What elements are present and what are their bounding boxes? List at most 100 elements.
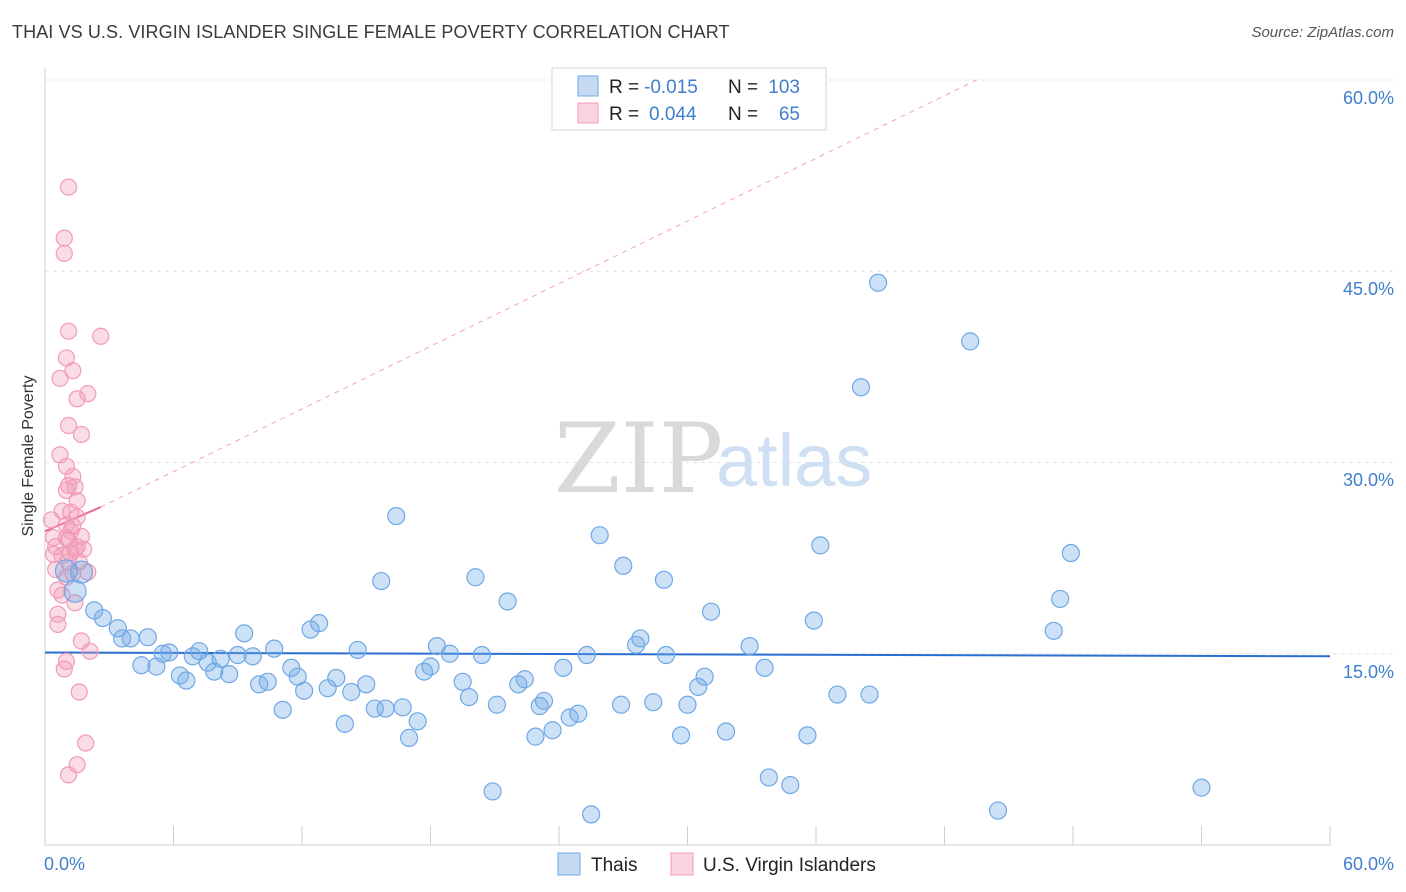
thai-point [376, 699, 395, 718]
grid-lines [45, 79, 1394, 655]
watermark: ZIP atlas [554, 403, 872, 515]
usvi-point [66, 478, 84, 496]
usvi-point [72, 527, 91, 546]
usvi-point [64, 467, 82, 486]
legend-label-thai: Thais [591, 855, 637, 876]
usvi-point [68, 492, 86, 510]
usvi-point [59, 178, 78, 196]
thai-point [487, 695, 506, 714]
thai-point [860, 685, 879, 704]
thai-point [466, 568, 485, 587]
thai-point [614, 556, 633, 575]
thai-point [472, 645, 491, 665]
thai-point [348, 640, 367, 660]
thai-point [160, 643, 179, 662]
thai-point [132, 656, 151, 675]
thai-point [851, 378, 871, 397]
legend-swatch-thai [577, 75, 599, 97]
usvi-point [64, 362, 82, 380]
thai-point [577, 645, 596, 665]
usvi-point [49, 615, 67, 634]
usvi-trend-extension [100, 79, 977, 508]
thai-point [534, 691, 554, 711]
thai-point [498, 592, 517, 611]
thai-point [440, 644, 459, 663]
thai-point [453, 672, 472, 691]
thai-point [357, 675, 376, 694]
thai-point [804, 611, 823, 630]
usvi-point [77, 734, 95, 752]
y-axis-label: Single Female Poverty [20, 376, 37, 537]
legend-n-value: 103 [768, 77, 800, 98]
thai-point [961, 332, 980, 351]
usvi-point [74, 540, 93, 558]
watermark-zip: ZIP [554, 403, 723, 515]
usvi-point [92, 327, 110, 345]
thai-point [671, 726, 691, 745]
thai-point [310, 614, 329, 633]
thai-point [365, 699, 384, 718]
thai-point [153, 644, 172, 663]
thai-point [755, 658, 774, 677]
axes [44, 68, 1331, 846]
thai-point [258, 672, 277, 691]
legend-n-label: N = [728, 77, 758, 98]
chart-title: THAI VS U.S. VIRGIN ISLANDER SINGLE FEMA… [12, 22, 730, 42]
usvi-point [59, 416, 78, 435]
usvi-point [59, 322, 78, 340]
legend-swatch-thai [557, 852, 581, 876]
thai-point [560, 708, 579, 727]
thai-point [235, 624, 254, 643]
thai-point [121, 629, 140, 648]
thai-point [701, 602, 721, 621]
thai-point [408, 712, 427, 731]
thai-point [273, 700, 292, 719]
thai-point [1051, 589, 1070, 609]
thai-point [138, 628, 157, 647]
thai-point [781, 775, 800, 795]
thai-points [54, 273, 1211, 824]
legend-swatch-usvi [670, 852, 694, 876]
thai-point [177, 671, 196, 690]
thai-point [69, 560, 94, 584]
y-tick-label: 30.0% [1343, 470, 1394, 490]
thai-point [740, 636, 759, 656]
thai-point [393, 698, 412, 717]
thai-point [387, 506, 406, 526]
legend-r-label: R = [609, 104, 639, 125]
usvi-point [72, 425, 91, 444]
thai-point [1061, 543, 1080, 563]
thai-point [828, 685, 847, 704]
y-tick-label: 45.0% [1343, 279, 1394, 299]
thai-point [1044, 621, 1063, 640]
usvi-points [42, 178, 110, 784]
usvi-point [79, 385, 97, 403]
thai-point [1192, 778, 1211, 797]
usvi-point [49, 605, 67, 623]
usvi-point [68, 390, 86, 408]
thai-point [483, 782, 502, 801]
thai-trend-line [44, 651, 1331, 658]
legend-r-value: 0.044 [649, 104, 697, 125]
usvi-point [68, 756, 86, 774]
legend-swatch-usvi [577, 102, 599, 124]
thai-point [399, 728, 419, 748]
thai-point [93, 608, 112, 628]
thai-point [243, 647, 262, 666]
thai-point [335, 714, 354, 733]
thai-point [678, 695, 697, 714]
usvi-point [81, 642, 99, 660]
thai-point [228, 645, 247, 665]
usvi-point [55, 229, 73, 247]
usvi-point [68, 508, 86, 526]
thai-point [211, 649, 230, 668]
thai-point [590, 526, 609, 545]
usvi-point [70, 683, 88, 701]
chart-source: Source: ZipAtlas.com [1251, 24, 1394, 41]
usvi-point [51, 369, 69, 387]
watermark-atlas: atlas [716, 419, 872, 502]
x-tick-label: 60.0% [1343, 854, 1394, 874]
legend-n-label: N = [728, 104, 758, 125]
thai-point [582, 805, 601, 824]
thai-point [295, 681, 314, 700]
